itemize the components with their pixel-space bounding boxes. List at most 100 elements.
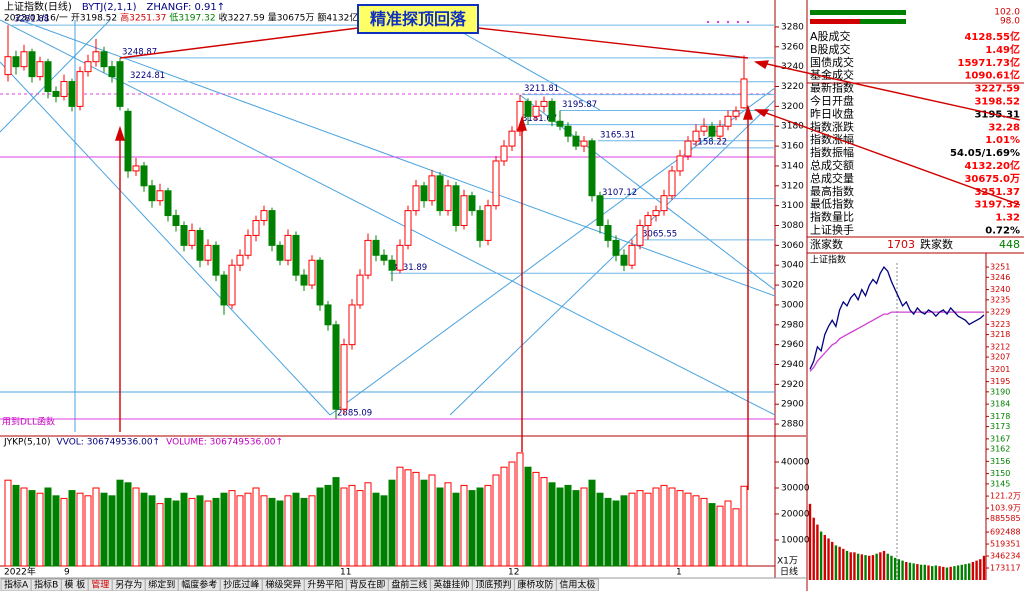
toolbar-button[interactable]: 背反在即 (345, 578, 389, 591)
y-tick-label: 519351 (990, 540, 1021, 549)
volume-bar (732, 508, 740, 567)
intraday-volume-bar (923, 564, 926, 580)
row-label: 上证换手 (810, 223, 854, 237)
intraday-volume-bar (949, 566, 952, 580)
y-tick-label: 3218 (990, 330, 1010, 339)
candle-body (212, 244, 220, 276)
toolbar-button[interactable]: 梯级突异 (261, 578, 305, 591)
volume-bar (724, 500, 732, 567)
level-label: 3248.87 (122, 47, 157, 57)
candle-body (492, 160, 500, 207)
volume-bar (100, 492, 108, 567)
candle-body (700, 125, 708, 132)
volume-bar (580, 487, 588, 567)
y-tick-label: 3150 (990, 469, 1010, 478)
row-label: A股成交 (810, 29, 851, 43)
intraday-volume-bar (960, 564, 963, 580)
candle-body (692, 130, 700, 142)
candle-body (660, 195, 668, 212)
y-tick-label: 692488 (990, 528, 1021, 537)
level-label: 3107.12 (602, 188, 637, 198)
volume-bar (252, 487, 260, 567)
row-label: 指数振幅 (810, 145, 854, 159)
intraday-volume-bar (893, 557, 897, 580)
candle-body (300, 274, 308, 286)
button-label: 指标B (34, 579, 58, 591)
header-text: ZHANGF: 0.91↑ (147, 2, 226, 13)
volume-bar (116, 479, 124, 567)
toolbar-button[interactable]: 管理 (87, 578, 113, 591)
volume-bar (108, 495, 116, 567)
volume-bar (228, 490, 236, 567)
y-tick-label: 3260 (781, 42, 804, 52)
y-tick-label: 3246 (990, 273, 1010, 282)
intraday-volume-bar (953, 566, 956, 580)
toolbar-button[interactable]: 盘前三线 (387, 578, 431, 591)
candle-body (260, 210, 268, 222)
y-tick-label: 3100 (781, 201, 804, 211)
volume-bar (668, 487, 676, 567)
markers (706, 20, 750, 24)
volume-bar (588, 479, 596, 567)
y-tick-label: 3240 (781, 62, 804, 72)
candle-body (84, 61, 92, 73)
candle-body (156, 190, 164, 202)
intraday-volume-bar (975, 560, 978, 580)
y-tick-label: 3251 (990, 263, 1010, 272)
y-tick-label: 3156 (990, 457, 1010, 466)
candle-body (164, 190, 172, 217)
toolbar-button[interactable]: 顶底预判 (471, 578, 515, 591)
row-value: 3251.37 (974, 187, 1020, 198)
toolbar-button[interactable]: 绑定到 (144, 578, 179, 591)
volume-bar (324, 484, 332, 567)
header-text: 高3251.37 (120, 12, 166, 24)
volume-bar (124, 482, 132, 567)
candle-body (116, 61, 124, 107)
candle-body (196, 229, 204, 261)
volume-bar (452, 492, 460, 567)
candle-body (428, 175, 436, 202)
toolbar-button[interactable]: 幅度参考 (177, 578, 221, 591)
volume-bar (500, 466, 508, 567)
volume-bar (220, 492, 228, 567)
button-label: 信用太极 (559, 579, 595, 591)
button-label: 顶底预判 (475, 579, 511, 591)
candle-body (100, 51, 108, 68)
volume-bar (716, 505, 724, 567)
level-label: 3165.31 (600, 130, 635, 140)
level-label: 3195.87 (562, 100, 597, 110)
toolbar-button[interactable]: 另存为 (111, 578, 146, 591)
intraday-volume-bar (856, 553, 860, 580)
y-tick-label: 346234 (990, 552, 1021, 561)
toolbar-button[interactable]: 信用太极 (555, 578, 599, 591)
toolbar-button[interactable]: 康桥攻防 (513, 578, 557, 591)
button-label: 指标A (4, 579, 29, 591)
toolbar-button[interactable]: 英雄挂帅 (429, 578, 473, 591)
row-value: 4132.20亿 (964, 159, 1020, 172)
volume-bar (380, 495, 388, 567)
period-label: 日线 (780, 566, 798, 578)
volume-bar (364, 482, 372, 567)
intraday-volume-bar (823, 535, 827, 580)
y-tick-label: 3280 (781, 22, 804, 32)
header-text: 上证指数(日线) (4, 0, 72, 13)
toolbar-button[interactable]: 抄底过峰 (219, 578, 263, 591)
volume-bar (596, 492, 604, 567)
row-label: 基金成交 (810, 68, 854, 82)
toolbar-button[interactable]: 升势平阳 (303, 578, 347, 591)
intraday-volume-bar (901, 560, 904, 580)
volume-bar (540, 477, 548, 567)
toolbar-button[interactable]: 模 板 (60, 578, 89, 591)
intraday-volume-bar (831, 541, 834, 580)
intraday-volume-bar (945, 567, 949, 580)
intraday-volume-bar (971, 562, 975, 580)
y-tick-label: 3120 (781, 181, 804, 191)
toolbar-button[interactable]: 指标B (30, 578, 62, 591)
volume-bar (204, 500, 212, 567)
row-value: 15971.73亿 (957, 56, 1020, 69)
row-value: 3197.32 (974, 200, 1020, 211)
candle-body (44, 61, 52, 92)
row-value: 3227.59 (974, 84, 1020, 95)
y-tick-label: 3235 (990, 295, 1010, 304)
toolbar-button[interactable]: 指标A (0, 578, 32, 591)
